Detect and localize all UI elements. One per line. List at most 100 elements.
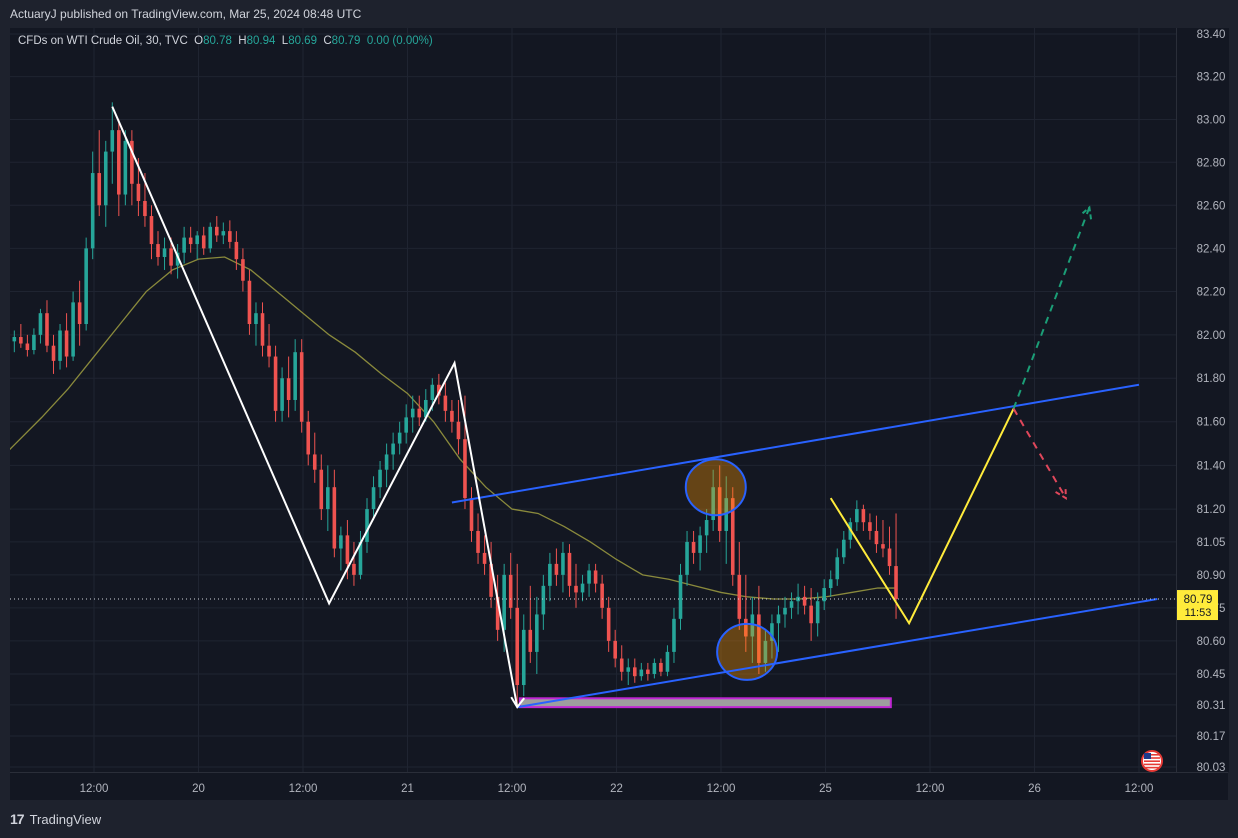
candle-body: [737, 574, 742, 619]
price-tick-label: 82.80: [1197, 157, 1226, 169]
support-zone: [518, 697, 892, 709]
candle-body: [254, 313, 258, 325]
candle: [332, 469, 337, 558]
tradingview-logo-icon: 17: [10, 811, 25, 827]
candle: [267, 324, 271, 368]
candle-body: [646, 669, 650, 674]
candle-body: [587, 570, 591, 584]
candle-body: [182, 237, 186, 253]
legend-high-label: H: [238, 35, 247, 47]
candle: [482, 535, 487, 575]
tradingview-logo[interactable]: 17 TradingView: [10, 811, 101, 827]
candle-body: [841, 539, 846, 558]
candle-body: [456, 421, 461, 440]
candle: [822, 579, 826, 611]
candle-body: [273, 356, 278, 411]
candle-body: [371, 487, 376, 510]
footer: 17 TradingView: [0, 800, 1238, 838]
candle-body: [874, 530, 879, 545]
candle: [273, 345, 278, 422]
candle-body: [691, 541, 696, 553]
price-tick-label: 80.90: [1197, 570, 1226, 582]
candle-body: [711, 487, 715, 521]
legend-low-value: 80.69: [288, 35, 317, 47]
candle-body: [410, 408, 415, 418]
candle: [77, 280, 82, 346]
candle: [19, 324, 23, 348]
bearish-arrow-head: [1055, 486, 1067, 500]
candle-body: [685, 541, 689, 575]
candle: [744, 574, 748, 652]
candle-body: [881, 544, 885, 549]
upper-touch-circle: [684, 458, 747, 517]
candle-body: [397, 432, 402, 444]
candle: [339, 526, 343, 571]
candle: [234, 231, 239, 270]
candle: [574, 563, 578, 608]
candle-body: [195, 235, 199, 245]
candle-body: [828, 579, 833, 589]
candle: [378, 460, 382, 499]
candle: [619, 645, 624, 681]
candle: [887, 526, 892, 575]
candle: [117, 119, 121, 217]
candle: [188, 226, 193, 253]
candle-body: [437, 384, 441, 396]
time-tick-label: 25: [819, 783, 832, 795]
candle: [358, 530, 363, 580]
legend-open-label: O: [194, 35, 204, 47]
candle: [567, 544, 572, 597]
candle-body: [652, 662, 657, 674]
candle-body: [659, 662, 663, 672]
candle: [38, 308, 43, 344]
candle-body: [404, 417, 408, 433]
candle: [25, 334, 30, 357]
candle-body: [130, 140, 134, 184]
candle-body: [391, 443, 395, 455]
candle-body: [450, 410, 454, 422]
candle: [443, 382, 448, 422]
candle-body: [260, 313, 265, 346]
candle-body: [38, 313, 43, 335]
price-scale[interactable]: [1176, 28, 1229, 772]
candle-body: [149, 216, 154, 245]
candle: [717, 465, 722, 542]
candle: [214, 216, 219, 242]
candle-body: [704, 520, 709, 536]
candle: [221, 222, 226, 245]
candle: [548, 552, 552, 602]
tradingview-brand: TradingView: [29, 811, 102, 827]
bullish-arrow-shaft: [1012, 207, 1091, 410]
candle: [371, 476, 376, 521]
projection-line: [829, 408, 1015, 626]
flag-stripe: [1144, 763, 1160, 766]
candle-body: [632, 667, 637, 677]
flag-stripe: [1144, 754, 1160, 756]
candle: [528, 585, 533, 663]
candle: [730, 487, 735, 586]
candle: [293, 339, 297, 411]
legend-change: 0.00 (0.00%): [366, 35, 433, 47]
moving-average-line: [10, 256, 897, 600]
price-tick-label: 81.80: [1197, 373, 1226, 385]
candle: [704, 509, 709, 553]
legend-close-label: C: [323, 35, 332, 47]
chart-pane[interactable]: [10, 28, 1176, 800]
candle: [352, 541, 356, 586]
candle: [521, 614, 526, 697]
time-scale[interactable]: [10, 772, 1228, 800]
candle: [841, 530, 846, 564]
candle: [652, 658, 657, 679]
candle-body: [71, 302, 75, 357]
candle-body: [567, 552, 572, 586]
candle: [12, 330, 17, 353]
candle-body: [345, 535, 350, 564]
price-tick-label: 80.45: [1197, 669, 1226, 681]
candle: [103, 140, 108, 227]
candle-body: [234, 241, 239, 260]
candle-body: [672, 618, 676, 652]
candle: [561, 541, 565, 593]
price-tick-label: 80.60: [1197, 636, 1226, 648]
price-tick-label: 81.60: [1197, 417, 1226, 429]
